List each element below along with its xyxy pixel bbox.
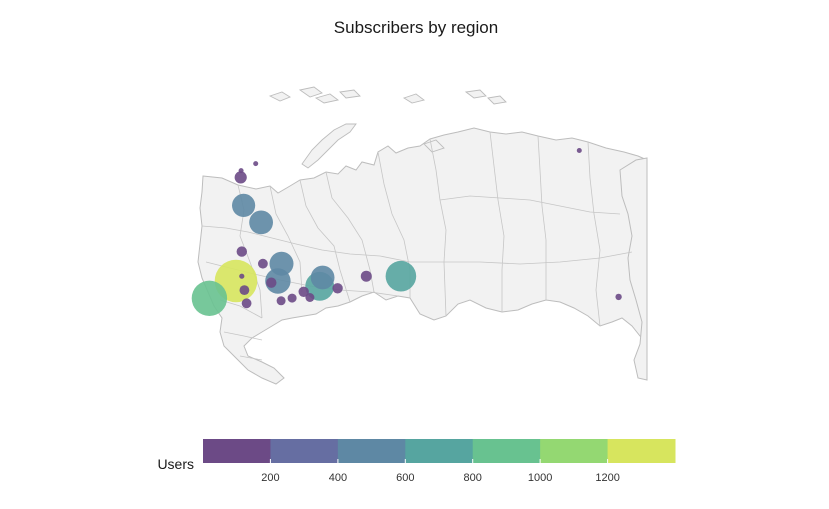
- legend-tick-label-3: 600: [396, 472, 414, 484]
- bubble-point-3: [385, 260, 417, 292]
- bubble-point-8: [249, 210, 273, 235]
- arctic-islands: [268, 86, 507, 153]
- mainland-shape: [197, 127, 648, 385]
- bubble-point-16: [241, 298, 252, 309]
- legend-tick-label-2: 400: [329, 472, 347, 484]
- bubble-point-21: [287, 293, 297, 303]
- base-map: [197, 86, 648, 385]
- legend-swatch-5: [472, 439, 541, 463]
- legend-tick-label-1: 200: [261, 472, 279, 484]
- bubble-point-6: [269, 251, 294, 276]
- bubble-point-13: [298, 286, 309, 297]
- legend-swatch-1: [203, 439, 271, 463]
- bubble-point-24: [253, 161, 259, 167]
- legend-swatch-4: [405, 439, 474, 463]
- legend-swatch-6: [540, 439, 609, 463]
- legend-swatch-3: [337, 439, 406, 463]
- bubble-point-12: [332, 283, 343, 294]
- legend-swatch-2: [270, 439, 339, 463]
- bubble-point-17: [239, 285, 250, 295]
- bubble-point-20: [276, 296, 286, 306]
- bubble-point-10: [234, 171, 247, 184]
- legend-ticks: 200 400 600 800 1000 1200: [261, 459, 620, 484]
- bubble-point-26: [238, 168, 244, 174]
- bubble-point-11: [360, 270, 372, 282]
- bubble-layer: [191, 148, 622, 316]
- kamchatka-shape: [619, 157, 648, 381]
- bubble-point-9: [232, 193, 256, 217]
- bubble-point-14: [236, 246, 247, 257]
- legend-swatch-7: [607, 439, 676, 463]
- novaya-zemlya-shape: [301, 123, 357, 169]
- bubble-point-23: [239, 273, 245, 279]
- bubble-point-25: [576, 148, 582, 153]
- bubble-point-22: [615, 293, 622, 301]
- legend-title: Users: [157, 456, 194, 472]
- bubble-point-15: [266, 277, 277, 288]
- legend-tick-label-4: 800: [464, 472, 482, 484]
- bubble-point-2: [191, 280, 228, 316]
- bubble-point-18: [258, 258, 268, 269]
- legend-tick-label-6: 1200: [595, 472, 619, 484]
- bubble-point-7: [310, 265, 335, 290]
- legend: Users 200 400 600 800 1000 1200: [157, 439, 676, 484]
- legend-tick-label-5: 1000: [528, 472, 552, 484]
- bubble-point-19: [305, 293, 315, 302]
- legend-colorbar: [203, 439, 676, 463]
- chart-title: Subscribers by region: [334, 18, 498, 37]
